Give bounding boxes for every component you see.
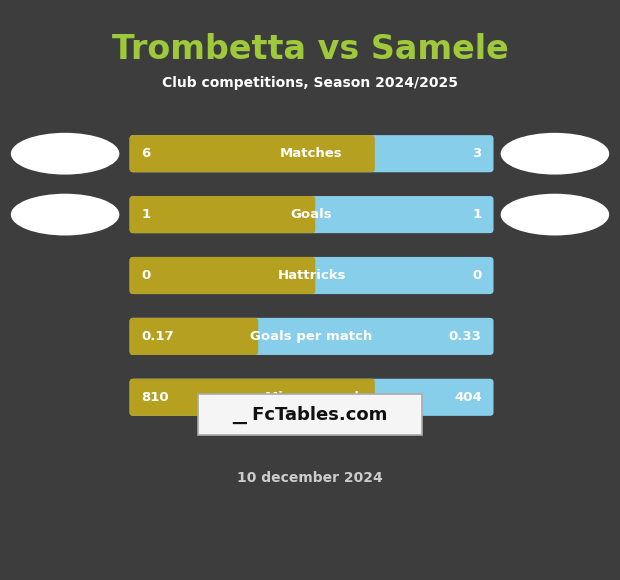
Ellipse shape <box>501 194 609 235</box>
Text: 0: 0 <box>472 269 482 282</box>
Text: Trombetta vs Samele: Trombetta vs Samele <box>112 33 508 66</box>
Text: Goals per match: Goals per match <box>250 330 373 343</box>
Ellipse shape <box>11 133 119 175</box>
Text: 810: 810 <box>141 391 169 404</box>
FancyBboxPatch shape <box>130 379 494 416</box>
Text: 1: 1 <box>472 208 482 221</box>
FancyBboxPatch shape <box>130 257 316 294</box>
Text: Goals: Goals <box>291 208 332 221</box>
Text: 6: 6 <box>141 147 151 160</box>
Text: Hattricks: Hattricks <box>277 269 346 282</box>
Text: 0: 0 <box>141 269 151 282</box>
FancyBboxPatch shape <box>130 135 494 172</box>
FancyBboxPatch shape <box>130 318 259 355</box>
Text: Club competitions, Season 2024/2025: Club competitions, Season 2024/2025 <box>162 76 458 90</box>
Text: 0.17: 0.17 <box>141 330 174 343</box>
FancyBboxPatch shape <box>130 196 494 233</box>
Text: 404: 404 <box>454 391 482 404</box>
FancyBboxPatch shape <box>198 394 422 435</box>
Ellipse shape <box>501 133 609 175</box>
FancyBboxPatch shape <box>130 135 375 172</box>
Ellipse shape <box>11 194 119 235</box>
Text: Min per goal: Min per goal <box>265 391 358 404</box>
FancyBboxPatch shape <box>130 318 494 355</box>
Text: 0.33: 0.33 <box>449 330 482 343</box>
FancyBboxPatch shape <box>130 196 316 233</box>
Text: 10 december 2024: 10 december 2024 <box>237 472 383 485</box>
Text: 1: 1 <box>141 208 151 221</box>
Text: ▁ FcTables.com: ▁ FcTables.com <box>232 405 388 424</box>
FancyBboxPatch shape <box>130 379 375 416</box>
Text: 3: 3 <box>472 147 482 160</box>
Text: Matches: Matches <box>280 147 343 160</box>
FancyBboxPatch shape <box>130 257 494 294</box>
